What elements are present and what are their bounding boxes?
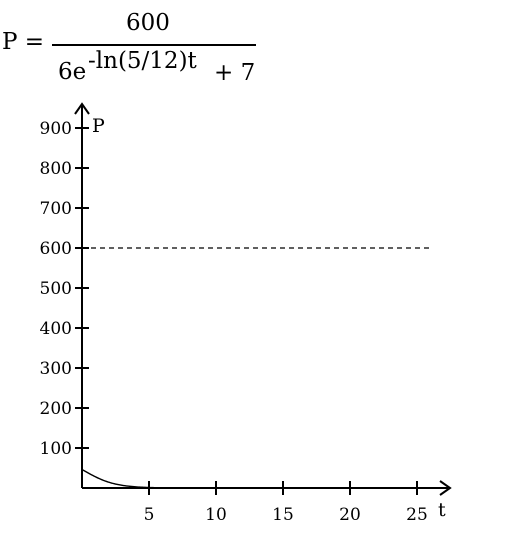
y-tick-label: 500 [40,279,72,299]
y-tick-label: 400 [40,319,72,339]
series-line-p [81,468,431,489]
x-tick-label: 25 [406,505,428,525]
x-axis-arrow [439,480,452,496]
y-tick-label: 900 [40,119,72,139]
series-layer [81,468,431,489]
x-tick-label: 10 [205,505,227,525]
y-tick-label: 300 [40,359,72,379]
axes [74,102,452,496]
formula-numerator: 600 [126,10,170,36]
axis-labels: Pt [92,115,446,521]
formula-lhs: P = [2,29,45,55]
fraction-bar [52,44,256,46]
formula-denominator-base: 6e [58,59,87,85]
x-axis-label: t [438,499,446,521]
formula-denominator-exponent: -ln(5/12)t [88,48,197,74]
x-tick-label: 20 [339,505,361,525]
x-tick-label: 5 [144,505,155,525]
y-tick-label: 200 [40,399,72,419]
y-tick-label: 700 [40,199,72,219]
formula-denominator-tail: + 7 [214,60,256,86]
x-tick-label: 15 [272,505,294,525]
y-axis-arrow [74,102,90,115]
formula: P = 600 6e -ln(5/12)t + 7 [0,0,508,100]
y-tick-label: 100 [40,439,72,459]
y-tick-label: 600 [40,239,72,259]
ticks: 100 200 300 400 500 600 700 800 900 5 10 15 20 25 [40,119,428,525]
y-tick-label: 800 [40,159,72,179]
y-axis-label: P [92,115,105,137]
